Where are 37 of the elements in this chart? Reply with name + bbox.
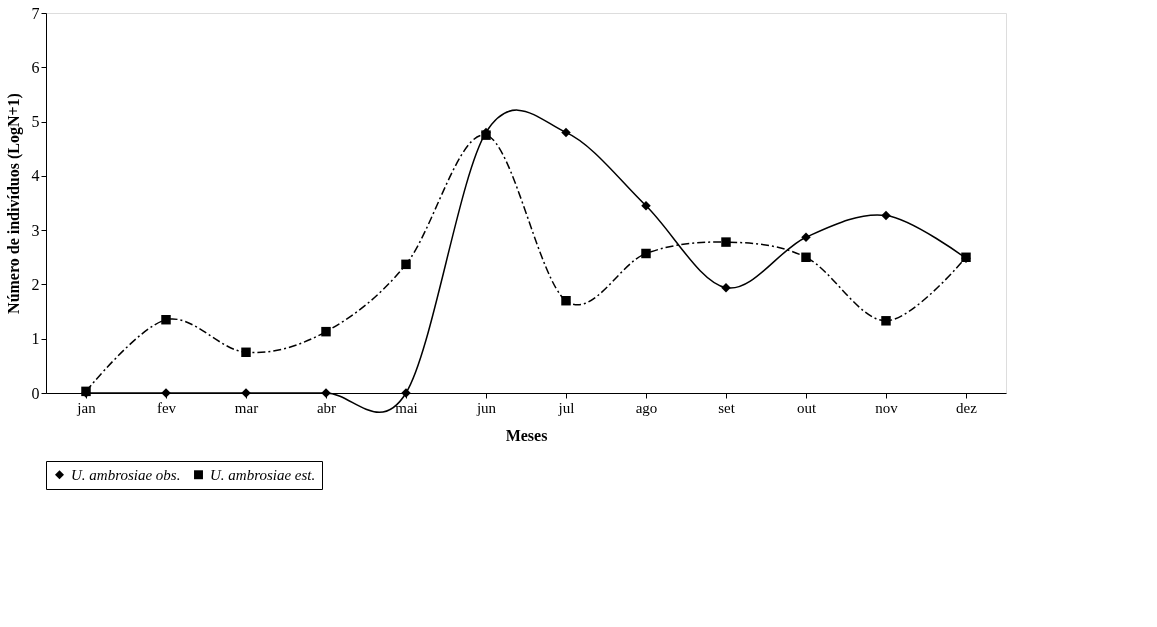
x-tick-label: out: [796, 399, 817, 416]
y-tick-label: 2: [31, 275, 40, 293]
y-tick-label: 0: [31, 384, 40, 402]
point: [641, 248, 651, 259]
y-tick-label: 1: [31, 330, 40, 348]
x-tick-label: mar: [234, 399, 259, 416]
y-axis-title: Número de indivíduos (LogN+1): [4, 93, 23, 314]
point: [561, 127, 571, 138]
x-tick-label: dez: [956, 399, 978, 416]
point: [801, 252, 811, 263]
y-tick-label: 4: [31, 167, 40, 185]
x-axis-title: Meses: [505, 426, 548, 444]
point: [721, 282, 731, 293]
point: [401, 259, 411, 270]
x-tick-label: jan: [76, 399, 97, 416]
y-tick-label: 5: [31, 113, 40, 131]
y-tick-label: 7: [31, 4, 40, 22]
x-tick-label: fev: [156, 399, 177, 416]
x-tick-label: jul: [557, 399, 575, 416]
x-tick-label: mai: [395, 399, 418, 416]
point: [241, 347, 251, 358]
point: [881, 210, 891, 221]
x-tick-label: ago: [635, 399, 658, 416]
x-tick-label: abr: [316, 399, 337, 416]
y-tick-label: 3: [31, 221, 40, 239]
legend-label: U. ambrosiae est.: [210, 466, 316, 483]
x-tick-label: set: [718, 399, 736, 416]
point: [641, 200, 651, 211]
point: [721, 237, 731, 247]
y-tick-label: 6: [31, 58, 40, 76]
x-tick-label: jun: [475, 399, 497, 416]
point: [321, 326, 331, 337]
point: [881, 316, 891, 326]
point: [561, 295, 571, 306]
point: [161, 314, 171, 325]
x-tick-label: nov: [875, 399, 899, 416]
legend-label: U. ambrosiae obs.: [71, 466, 181, 483]
